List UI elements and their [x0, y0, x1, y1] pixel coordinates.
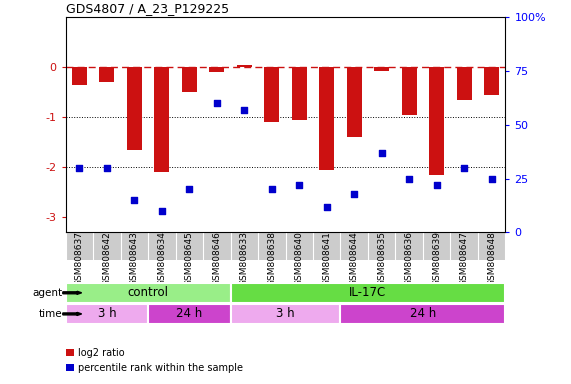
Point [75, 165, 84, 171]
Point [212, 100, 222, 106]
Text: 24 h: 24 h [176, 308, 203, 320]
Bar [209, 67, 224, 72]
Point [460, 165, 469, 171]
Bar [374, 67, 389, 71]
Text: GDS4807 / A_23_P129225: GDS4807 / A_23_P129225 [66, 2, 229, 15]
Bar [148, 304, 231, 324]
Point [349, 190, 359, 197]
Point [295, 182, 304, 188]
Text: 24 h: 24 h [410, 308, 436, 320]
Point [322, 204, 331, 210]
Text: 3 h: 3 h [98, 308, 116, 320]
Bar [66, 283, 231, 303]
Point [102, 165, 111, 171]
Bar [127, 67, 142, 150]
Point [487, 175, 496, 182]
Point [405, 175, 414, 182]
Bar [237, 65, 252, 67]
Text: 3 h: 3 h [276, 308, 295, 320]
Bar [319, 67, 334, 170]
Bar [340, 304, 505, 324]
Text: IL-17C: IL-17C [349, 286, 387, 299]
Bar [182, 67, 197, 92]
Bar [154, 67, 170, 172]
Text: percentile rank within the sample: percentile rank within the sample [78, 363, 243, 373]
Bar [484, 67, 499, 95]
Point [185, 186, 194, 192]
Bar [99, 67, 114, 82]
Bar [264, 67, 279, 122]
Bar [457, 67, 472, 100]
Text: control: control [127, 286, 168, 299]
Text: agent: agent [33, 288, 63, 298]
Point [130, 197, 139, 203]
Bar [292, 67, 307, 120]
Text: time: time [39, 309, 63, 319]
Bar [429, 67, 444, 175]
Point [267, 186, 276, 192]
Bar [66, 304, 148, 324]
Text: log2 ratio: log2 ratio [78, 348, 125, 358]
Point [157, 208, 166, 214]
Bar [347, 67, 362, 137]
Bar [401, 67, 417, 115]
Bar [231, 304, 340, 324]
Bar [231, 283, 505, 303]
Point [377, 150, 386, 156]
Bar [72, 67, 87, 85]
Point [432, 182, 441, 188]
Point [240, 107, 249, 113]
